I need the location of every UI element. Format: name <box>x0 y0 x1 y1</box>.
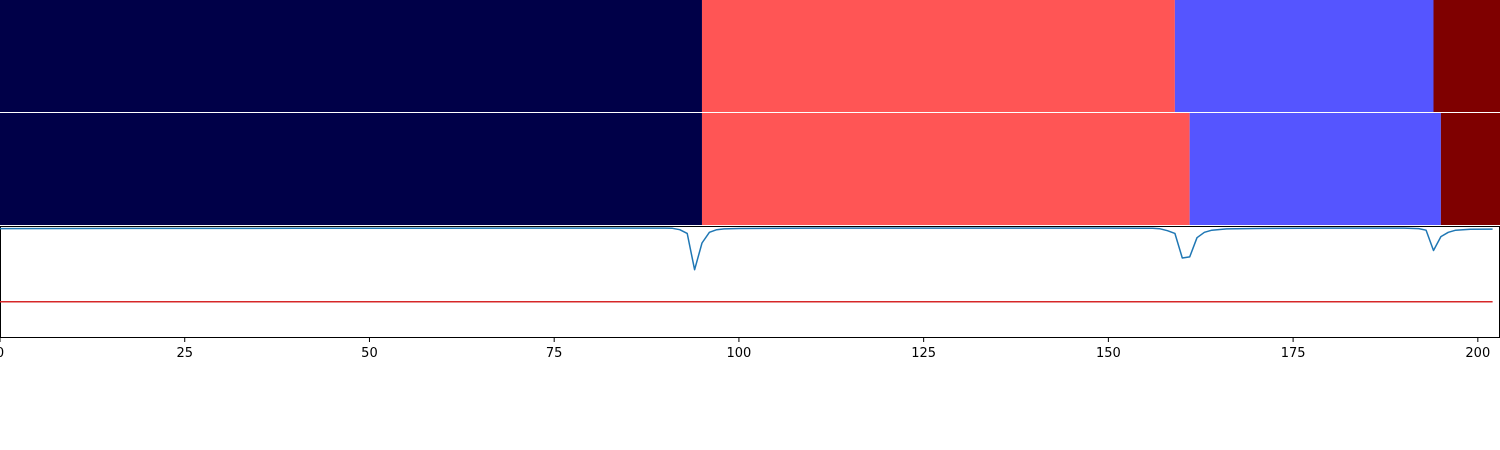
segment-1-4 <box>1433 0 1500 112</box>
segment-2-4 <box>1440 113 1500 225</box>
line-plot-frame <box>0 226 1500 338</box>
x-tick-label-25: 25 <box>176 346 193 361</box>
x-tick-label-50: 50 <box>361 346 378 361</box>
x-tick-label-125: 125 <box>911 346 936 361</box>
segment-1-2 <box>701 0 1175 112</box>
x-axis: 0 25 50 75 100 125 150 175 200 <box>0 338 1490 361</box>
line-series-group <box>0 227 1493 303</box>
x-tick-label-150: 150 <box>1096 346 1121 361</box>
segmentation-bar-bottom <box>0 113 1500 225</box>
segment-1-3 <box>1174 0 1434 112</box>
line-plot-panel: 0 25 50 75 100 125 150 175 200 <box>0 226 1500 361</box>
x-tick-label-100: 100 <box>727 346 752 361</box>
x-tick-label-75: 75 <box>546 346 563 361</box>
x-tick-label-175: 175 <box>1281 346 1306 361</box>
x-tick-label-200: 200 <box>1465 346 1490 361</box>
segment-2-3 <box>1189 113 1441 225</box>
x-tick-label-0: 0 <box>0 346 4 361</box>
segment-2-2 <box>701 113 1190 225</box>
segmentation-bar-top <box>0 0 1500 112</box>
segment-2-1 <box>0 113 702 225</box>
series-line-1 <box>0 227 1493 271</box>
segment-1-1 <box>0 0 702 112</box>
